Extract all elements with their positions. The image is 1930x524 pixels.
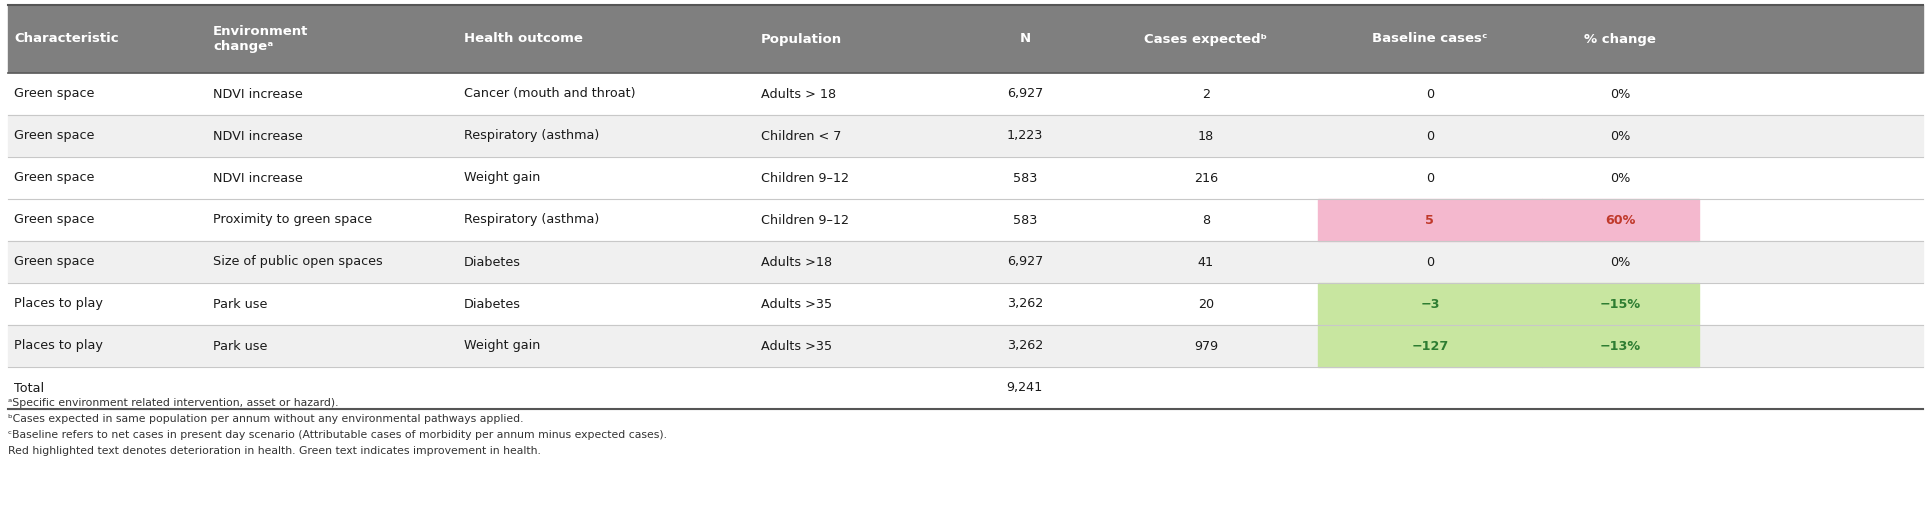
Text: Characteristic: Characteristic: [14, 32, 118, 46]
Text: 0: 0: [1424, 171, 1434, 184]
Text: 216: 216: [1193, 171, 1218, 184]
Text: Population: Population: [760, 32, 841, 46]
Text: NDVI increase: NDVI increase: [212, 88, 303, 101]
Text: Weight gain: Weight gain: [463, 171, 540, 184]
Text: Weight gain: Weight gain: [463, 340, 540, 353]
Text: 5: 5: [1424, 213, 1434, 226]
Text: Children < 7: Children < 7: [760, 129, 841, 143]
Text: Green space: Green space: [14, 171, 95, 184]
Text: 9,241: 9,241: [1006, 381, 1042, 395]
Text: Diabetes: Diabetes: [463, 256, 521, 268]
Bar: [8, 5, 1922, 73]
Text: 41: 41: [1197, 256, 1214, 268]
Text: 2: 2: [1200, 88, 1210, 101]
Text: Green space: Green space: [14, 256, 95, 268]
Text: 18: 18: [1197, 129, 1214, 143]
Bar: [1316, 283, 1542, 325]
Text: 6,927: 6,927: [1006, 88, 1042, 101]
Text: −3: −3: [1419, 298, 1440, 311]
Bar: [8, 325, 1922, 367]
Text: 0: 0: [1424, 129, 1434, 143]
Text: Respiratory (asthma): Respiratory (asthma): [463, 213, 598, 226]
Text: 3,262: 3,262: [1006, 340, 1042, 353]
Bar: [8, 199, 1922, 241]
Text: 20: 20: [1197, 298, 1214, 311]
Text: 0%: 0%: [1610, 129, 1629, 143]
Text: Green space: Green space: [14, 213, 95, 226]
Bar: [1316, 199, 1542, 241]
Bar: [8, 115, 1922, 157]
Text: 0: 0: [1424, 256, 1434, 268]
Text: Green space: Green space: [14, 88, 95, 101]
Text: 583: 583: [1011, 213, 1036, 226]
Text: −127: −127: [1411, 340, 1448, 353]
Text: 0%: 0%: [1610, 171, 1629, 184]
Text: Green space: Green space: [14, 129, 95, 143]
Text: Cancer (mouth and throat): Cancer (mouth and throat): [463, 88, 635, 101]
Bar: [1316, 325, 1542, 367]
Text: 0: 0: [1424, 88, 1434, 101]
Text: −13%: −13%: [1600, 340, 1640, 353]
Bar: [1542, 325, 1698, 367]
Text: Children 9–12: Children 9–12: [760, 171, 849, 184]
Text: Park use: Park use: [212, 340, 268, 353]
Bar: [8, 73, 1922, 115]
Bar: [8, 367, 1922, 409]
Text: Children 9–12: Children 9–12: [760, 213, 849, 226]
Text: Adults >18: Adults >18: [760, 256, 832, 268]
Text: Red highlighted text denotes deterioration in health. Green text indicates impro: Red highlighted text denotes deteriorati…: [8, 446, 540, 456]
Bar: [1542, 283, 1698, 325]
Text: Places to play: Places to play: [14, 298, 102, 311]
Text: Park use: Park use: [212, 298, 268, 311]
Bar: [1542, 199, 1698, 241]
Text: 1,223: 1,223: [1006, 129, 1042, 143]
Bar: [8, 283, 1922, 325]
Text: Environment
changeᵃ: Environment changeᵃ: [212, 25, 309, 53]
Text: Adults > 18: Adults > 18: [760, 88, 836, 101]
Text: Adults >35: Adults >35: [760, 340, 832, 353]
Text: 979: 979: [1193, 340, 1218, 353]
Text: NDVI increase: NDVI increase: [212, 171, 303, 184]
Text: 8: 8: [1200, 213, 1210, 226]
Text: ᵇCases expected in same population per annum without any environmental pathways : ᵇCases expected in same population per a…: [8, 414, 523, 424]
Text: Diabetes: Diabetes: [463, 298, 521, 311]
Text: 6,927: 6,927: [1006, 256, 1042, 268]
Text: Cases expectedᵇ: Cases expectedᵇ: [1144, 32, 1266, 46]
Text: NDVI increase: NDVI increase: [212, 129, 303, 143]
Text: 60%: 60%: [1604, 213, 1635, 226]
Text: 0%: 0%: [1610, 88, 1629, 101]
Text: Size of public open spaces: Size of public open spaces: [212, 256, 382, 268]
Text: Baseline casesᶜ: Baseline casesᶜ: [1372, 32, 1486, 46]
Text: 583: 583: [1011, 171, 1036, 184]
Text: N: N: [1019, 32, 1031, 46]
Text: Adults >35: Adults >35: [760, 298, 832, 311]
Text: 0%: 0%: [1610, 256, 1629, 268]
Text: Respiratory (asthma): Respiratory (asthma): [463, 129, 598, 143]
Text: Places to play: Places to play: [14, 340, 102, 353]
Text: 3,262: 3,262: [1006, 298, 1042, 311]
Bar: [8, 241, 1922, 283]
Text: Proximity to green space: Proximity to green space: [212, 213, 372, 226]
Text: ᵃSpecific environment related intervention, asset or hazard).: ᵃSpecific environment related interventi…: [8, 398, 338, 408]
Text: % change: % change: [1585, 32, 1656, 46]
Text: Health outcome: Health outcome: [463, 32, 583, 46]
Text: −15%: −15%: [1600, 298, 1640, 311]
Text: Total: Total: [14, 381, 44, 395]
Text: ᶜBaseline refers to net cases in present day scenario (Attributable cases of mor: ᶜBaseline refers to net cases in present…: [8, 430, 666, 440]
Bar: [8, 157, 1922, 199]
